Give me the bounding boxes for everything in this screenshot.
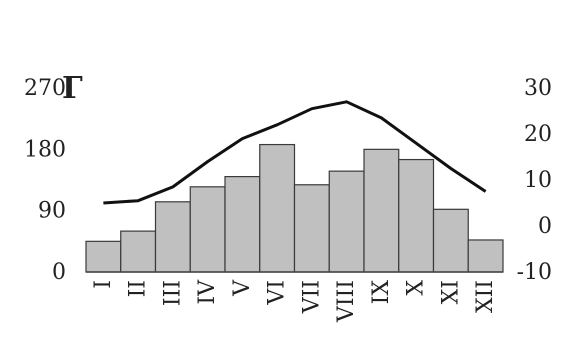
x-tick-label: XII: [473, 280, 498, 313]
bar-VII: [293, 184, 330, 273]
x-tick-labels: I II III IV V VI VII VIII IX X XI XII: [91, 279, 498, 323]
bar-X: [398, 158, 435, 273]
right-tick-label: 30: [524, 76, 552, 101]
x-tick-label: VII: [299, 280, 324, 314]
left-axis-ticks: 0 90 180 270: [24, 76, 66, 285]
left-tick-label: 0: [52, 260, 66, 285]
temperature-line: [103, 100, 487, 205]
bar-III: [154, 201, 191, 273]
x-tick-label: VIII: [334, 280, 359, 323]
bar-series: [85, 143, 504, 273]
bar-XII: [467, 239, 504, 273]
x-tick-label: VI: [265, 280, 290, 306]
x-tick-label: X: [404, 280, 429, 296]
x-tick-label: XI: [438, 280, 463, 304]
bar-VIII: [328, 170, 365, 273]
right-tick-label: 10: [524, 168, 552, 193]
right-axis-ticks: -10 0 10 20 30: [517, 76, 552, 285]
bar-IX: [363, 148, 400, 273]
x-tick-label: IV: [195, 279, 220, 305]
left-tick-label: 180: [24, 137, 66, 162]
x-tick-label: I: [91, 280, 116, 289]
left-tick-label: 90: [38, 199, 66, 224]
x-tick-label: IX: [369, 280, 394, 305]
bar-II: [120, 230, 157, 273]
x-tick-label: II: [126, 280, 151, 297]
bar-I: [85, 240, 122, 273]
x-tick-label: III: [160, 280, 185, 306]
bar-V: [224, 175, 261, 273]
panel-label: Г: [62, 71, 83, 106]
right-tick-label: 20: [524, 122, 552, 147]
x-tick-label: V: [230, 279, 255, 297]
right-tick-label: -10: [517, 260, 552, 285]
right-tick-label: 0: [538, 214, 552, 239]
left-tick-label: 270: [24, 76, 66, 101]
bar-IV: [189, 186, 226, 273]
bar-XI: [432, 208, 469, 273]
bar-VI: [259, 143, 296, 273]
